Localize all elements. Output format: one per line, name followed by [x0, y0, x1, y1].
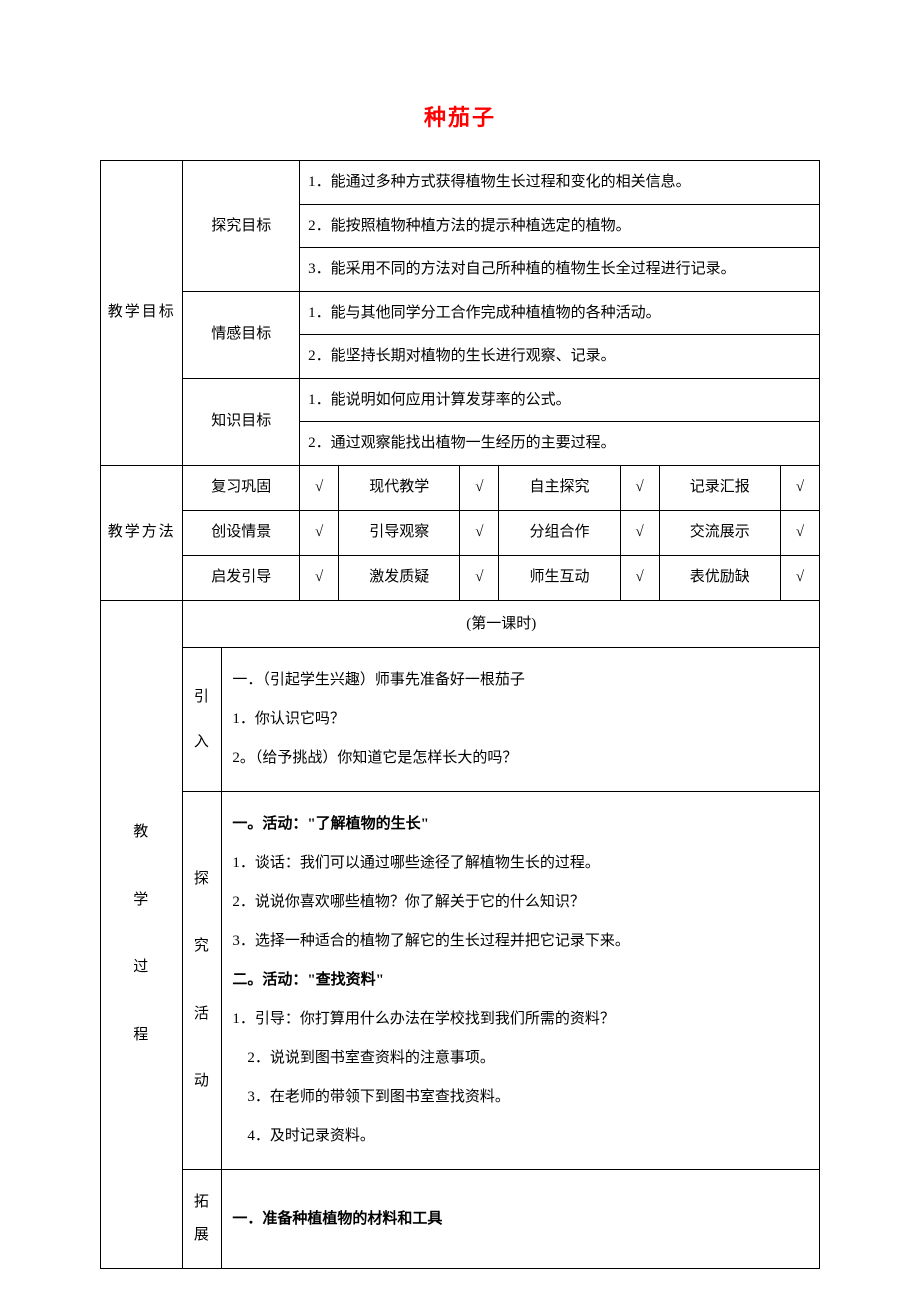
inquiry-activity-content: 一。活动："了解植物的生长" 1．谈话：我们可以通过哪些途径了解植物生长的过程。…: [222, 792, 820, 1170]
document-title: 种茄子: [100, 100, 820, 132]
label-text: 引入: [183, 675, 221, 765]
label-text: 教学方法: [101, 513, 182, 552]
content-line: 1．你认识它吗？: [232, 703, 809, 736]
goal-cell: 2．能按照植物种植方法的提示种植选定的植物。: [300, 204, 820, 248]
content-line: 1．引导：你打算用什么办法在学校找到我们所需的资料？: [232, 1003, 809, 1036]
goal-cell: 1．能通过多种方式获得植物生长过程和变化的相关信息。: [300, 161, 820, 205]
activity-title: 二。活动："查找资料": [232, 964, 809, 997]
content-line: 3．选择一种适合的植物了解它的生长过程并把它记录下来。: [232, 925, 809, 958]
table-row: 情感目标 1．能与其他同学分工合作完成种植植物的各种活动。: [101, 291, 820, 335]
method-check: √: [300, 510, 339, 555]
teaching-goals-label: 教学目标: [101, 161, 183, 466]
inquiry-goals-label: 探究目标: [183, 161, 300, 292]
label-text: 教学目标: [101, 293, 182, 332]
method-cell: 现代教学: [339, 465, 460, 510]
method-cell: 启发引导: [183, 555, 300, 600]
goal-cell: 3．能采用不同的方法对自己所种植的植物生长全过程进行记录。: [300, 248, 820, 292]
content-line: 2．说说到图书室查资料的注意事项。: [232, 1042, 809, 1075]
method-cell: 师生互动: [499, 555, 620, 600]
content-line: 一．准备种植植物的材料和工具: [232, 1203, 809, 1236]
content-line: 1．谈话：我们可以通过哪些途径了解植物生长的过程。: [232, 847, 809, 880]
method-cell: 分组合作: [499, 510, 620, 555]
emotion-goals-label: 情感目标: [183, 291, 300, 378]
inquiry-activity-label: 探究活动: [183, 792, 222, 1170]
content-line: 3．在老师的带领下到图书室查找资料。: [232, 1081, 809, 1114]
content-line: 一．（引起学生兴趣）师事先准备好一根茄子: [232, 664, 809, 697]
method-cell: 记录汇报: [659, 465, 780, 510]
table-row: 引入 一．（引起学生兴趣）师事先准备好一根茄子 1．你认识它吗？ 2。（给予挑战…: [101, 648, 820, 792]
table-row: 探究活动 一。活动："了解植物的生长" 1．谈话：我们可以通过哪些途径了解植物生…: [101, 792, 820, 1170]
method-cell: 复习巩固: [183, 465, 300, 510]
method-cell: 创设情景: [183, 510, 300, 555]
method-check: √: [780, 555, 819, 600]
method-cell: 引导观察: [339, 510, 460, 555]
knowledge-goals-label: 知识目标: [183, 378, 300, 465]
method-cell: 表优励缺: [659, 555, 780, 600]
content-line: 4．及时记录资料。: [232, 1120, 809, 1153]
content-line: 2。（给予挑战）你知道它是怎样长大的吗？: [232, 742, 809, 775]
label-text: 探究活动: [183, 846, 221, 1116]
method-cell: 激发质疑: [339, 555, 460, 600]
method-check: √: [620, 510, 659, 555]
table-row: 创设情景 √ 引导观察 √ 分组合作 √ 交流展示 √: [101, 510, 820, 555]
table-row: 拓展 一．准备种植植物的材料和工具: [101, 1170, 820, 1269]
goal-cell: 1．能说明如何应用计算发芽率的公式。: [300, 378, 820, 422]
teaching-process-label: 教学过程: [101, 600, 183, 1269]
extension-label: 拓展: [183, 1170, 222, 1269]
method-check: √: [780, 465, 819, 510]
method-check: √: [460, 465, 499, 510]
table-row: 知识目标 1．能说明如何应用计算发芽率的公式。: [101, 378, 820, 422]
teaching-methods-label: 教学方法: [101, 465, 183, 600]
method-check: √: [780, 510, 819, 555]
intro-label: 引入: [183, 648, 222, 792]
method-cell: 交流展示: [659, 510, 780, 555]
activity-title: 一。活动："了解植物的生长": [232, 808, 809, 841]
extension-content: 一．准备种植植物的材料和工具: [222, 1170, 820, 1269]
method-check: √: [460, 555, 499, 600]
table-row: 教学目标 探究目标 1．能通过多种方式获得植物生长过程和变化的相关信息。: [101, 161, 820, 205]
session-title: (第一课时): [183, 600, 820, 648]
label-text: 教学过程: [101, 799, 182, 1069]
goal-cell: 2．通过观察能找出植物一生经历的主要过程。: [300, 422, 820, 466]
intro-content: 一．（引起学生兴趣）师事先准备好一根茄子 1．你认识它吗？ 2。（给予挑战）你知…: [222, 648, 820, 792]
method-cell: 自主探究: [499, 465, 620, 510]
table-row: 教学过程 (第一课时): [101, 600, 820, 648]
method-check: √: [620, 465, 659, 510]
goal-cell: 2．能坚持长期对植物的生长进行观察、记录。: [300, 335, 820, 379]
table-row: 教学方法 复习巩固 √ 现代教学 √ 自主探究 √ 记录汇报 √: [101, 465, 820, 510]
method-check: √: [300, 555, 339, 600]
method-check: √: [300, 465, 339, 510]
table-row: 启发引导 √ 激发质疑 √ 师生互动 √ 表优励缺 √: [101, 555, 820, 600]
page: 种茄子 教学目标 探究目标 1．能通过多种方式获得植物生长过程和变化的相关信息。…: [0, 0, 920, 1309]
method-check: √: [620, 555, 659, 600]
lesson-plan-table: 教学目标 探究目标 1．能通过多种方式获得植物生长过程和变化的相关信息。 2．能…: [100, 160, 820, 1269]
content-line: 2．说说你喜欢哪些植物？你了解关于它的什么知识？: [232, 886, 809, 919]
goal-cell: 1．能与其他同学分工合作完成种植植物的各种活动。: [300, 291, 820, 335]
label-text: 拓展: [183, 1186, 221, 1252]
method-check: √: [460, 510, 499, 555]
